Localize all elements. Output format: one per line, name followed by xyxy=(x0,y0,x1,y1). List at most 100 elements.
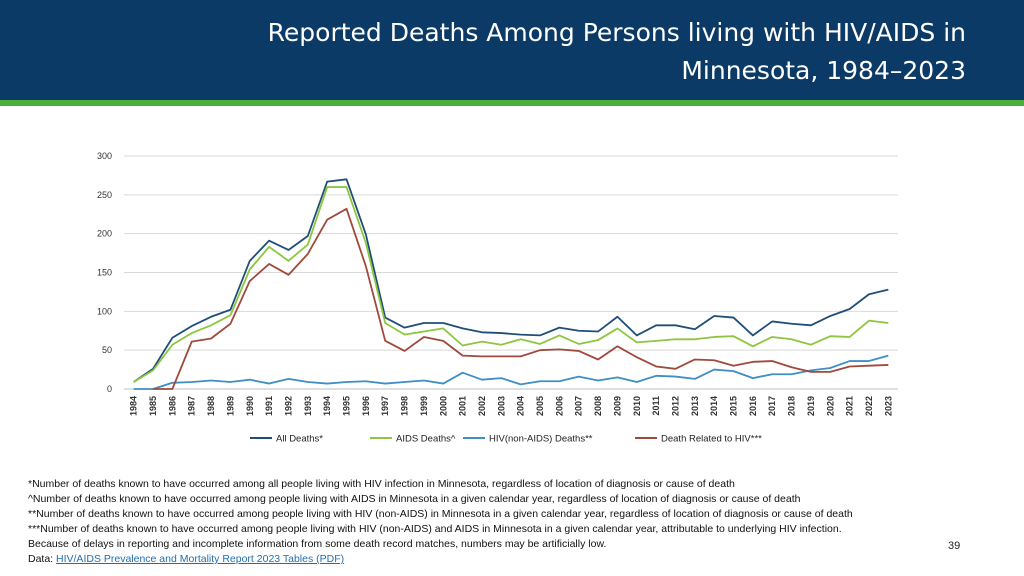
x-tick-label: 2015 xyxy=(729,396,739,416)
data-point xyxy=(674,368,676,370)
data-point xyxy=(578,343,580,345)
data-point xyxy=(462,355,464,357)
y-tick-label: 250 xyxy=(97,190,112,200)
data-point xyxy=(287,249,289,251)
data-point xyxy=(384,340,386,342)
footnote-delays: Because of delays in reporting and incom… xyxy=(28,538,607,550)
data-point xyxy=(345,186,347,188)
x-tick-label: 1991 xyxy=(264,396,274,416)
data-point xyxy=(713,368,715,370)
data-source-link[interactable]: HIV/AIDS Prevalence and Mortality Report… xyxy=(56,553,345,565)
data-point xyxy=(307,253,309,255)
x-tick-label: 2020 xyxy=(825,396,835,416)
data-point xyxy=(636,356,638,358)
data-point xyxy=(229,323,231,325)
data-point xyxy=(500,377,502,379)
x-tick-label: 2013 xyxy=(690,396,700,416)
data-point xyxy=(171,388,173,390)
data-point xyxy=(365,242,367,244)
data-point xyxy=(810,344,812,346)
data-point xyxy=(558,380,560,382)
data-point xyxy=(771,360,773,362)
data-point xyxy=(423,330,425,332)
data-point xyxy=(810,324,812,326)
x-tick-label: 2022 xyxy=(864,396,874,416)
data-point xyxy=(500,355,502,357)
data-point xyxy=(655,375,657,377)
data-point xyxy=(636,334,638,336)
data-point xyxy=(713,336,715,338)
data-point xyxy=(597,330,599,332)
data-point xyxy=(752,345,754,347)
data-point xyxy=(171,337,173,339)
data-point xyxy=(849,365,851,367)
data-point xyxy=(365,380,367,382)
data-point xyxy=(655,365,657,367)
data-point xyxy=(191,341,193,343)
x-tick-label: 2021 xyxy=(845,396,855,416)
x-tick-label: 1989 xyxy=(225,396,235,416)
data-point xyxy=(674,338,676,340)
data-point xyxy=(829,371,831,373)
data-point xyxy=(887,364,889,366)
data-point xyxy=(868,320,870,322)
data-point xyxy=(210,337,212,339)
x-tick-label: 1995 xyxy=(342,396,352,416)
x-tick-label: 1985 xyxy=(148,396,158,416)
x-tick-label: 1999 xyxy=(419,396,429,416)
data-point xyxy=(520,383,522,385)
data-point xyxy=(752,377,754,379)
data-point xyxy=(849,336,851,338)
data-point xyxy=(268,246,270,248)
data-point xyxy=(249,260,251,262)
x-tick-label: 2000 xyxy=(438,396,448,416)
x-tick-label: 2019 xyxy=(806,396,816,416)
x-tick-label: 2007 xyxy=(574,396,584,416)
data-point xyxy=(481,331,483,333)
data-point xyxy=(462,327,464,329)
x-tick-label: 2018 xyxy=(787,396,797,416)
data-point xyxy=(887,322,889,324)
series-line-3 xyxy=(133,354,889,390)
legend-label-2: AIDS Deaths^ xyxy=(396,434,456,445)
data-point xyxy=(849,308,851,310)
data-point xyxy=(887,288,889,290)
x-tick-label: 1992 xyxy=(283,396,293,416)
x-tick-label: 2009 xyxy=(612,396,622,416)
series-line-1 xyxy=(133,178,889,383)
data-point xyxy=(520,355,522,357)
data-point xyxy=(578,350,580,352)
data-point xyxy=(520,334,522,336)
data-point xyxy=(133,381,135,383)
data-point xyxy=(500,332,502,334)
data-point xyxy=(694,378,696,380)
data-point xyxy=(790,338,792,340)
data-point xyxy=(384,322,386,324)
data-point xyxy=(442,327,444,329)
data-point xyxy=(345,208,347,210)
data-point xyxy=(694,328,696,330)
data-point xyxy=(210,316,212,318)
data-point xyxy=(345,178,347,180)
data-point xyxy=(694,338,696,340)
slide-title: Reported Deaths Among Persons living wit… xyxy=(146,14,966,90)
legend-label-1: All Deaths* xyxy=(276,434,323,445)
title-line-2: Minnesota, 1984–2023 xyxy=(681,56,966,85)
data-point xyxy=(790,323,792,325)
data-point xyxy=(539,349,541,351)
data-point xyxy=(732,370,734,372)
legend-label-4: Death Related to HIV*** xyxy=(661,434,762,445)
data-point xyxy=(578,330,580,332)
data-point xyxy=(384,382,386,384)
data-point xyxy=(403,327,405,329)
x-tick-label: 2010 xyxy=(632,396,642,416)
data-point xyxy=(287,378,289,380)
data-point xyxy=(713,359,715,361)
data-point xyxy=(790,366,792,368)
data-point xyxy=(268,263,270,265)
x-tick-label: 2003 xyxy=(496,396,506,416)
line-chart: 0 50 100 150 200 250 300 1984 1985 1986 1987 1988 19… xyxy=(97,151,898,445)
x-tick-label: 2002 xyxy=(477,396,487,416)
data-point xyxy=(616,345,618,347)
data-point xyxy=(636,381,638,383)
